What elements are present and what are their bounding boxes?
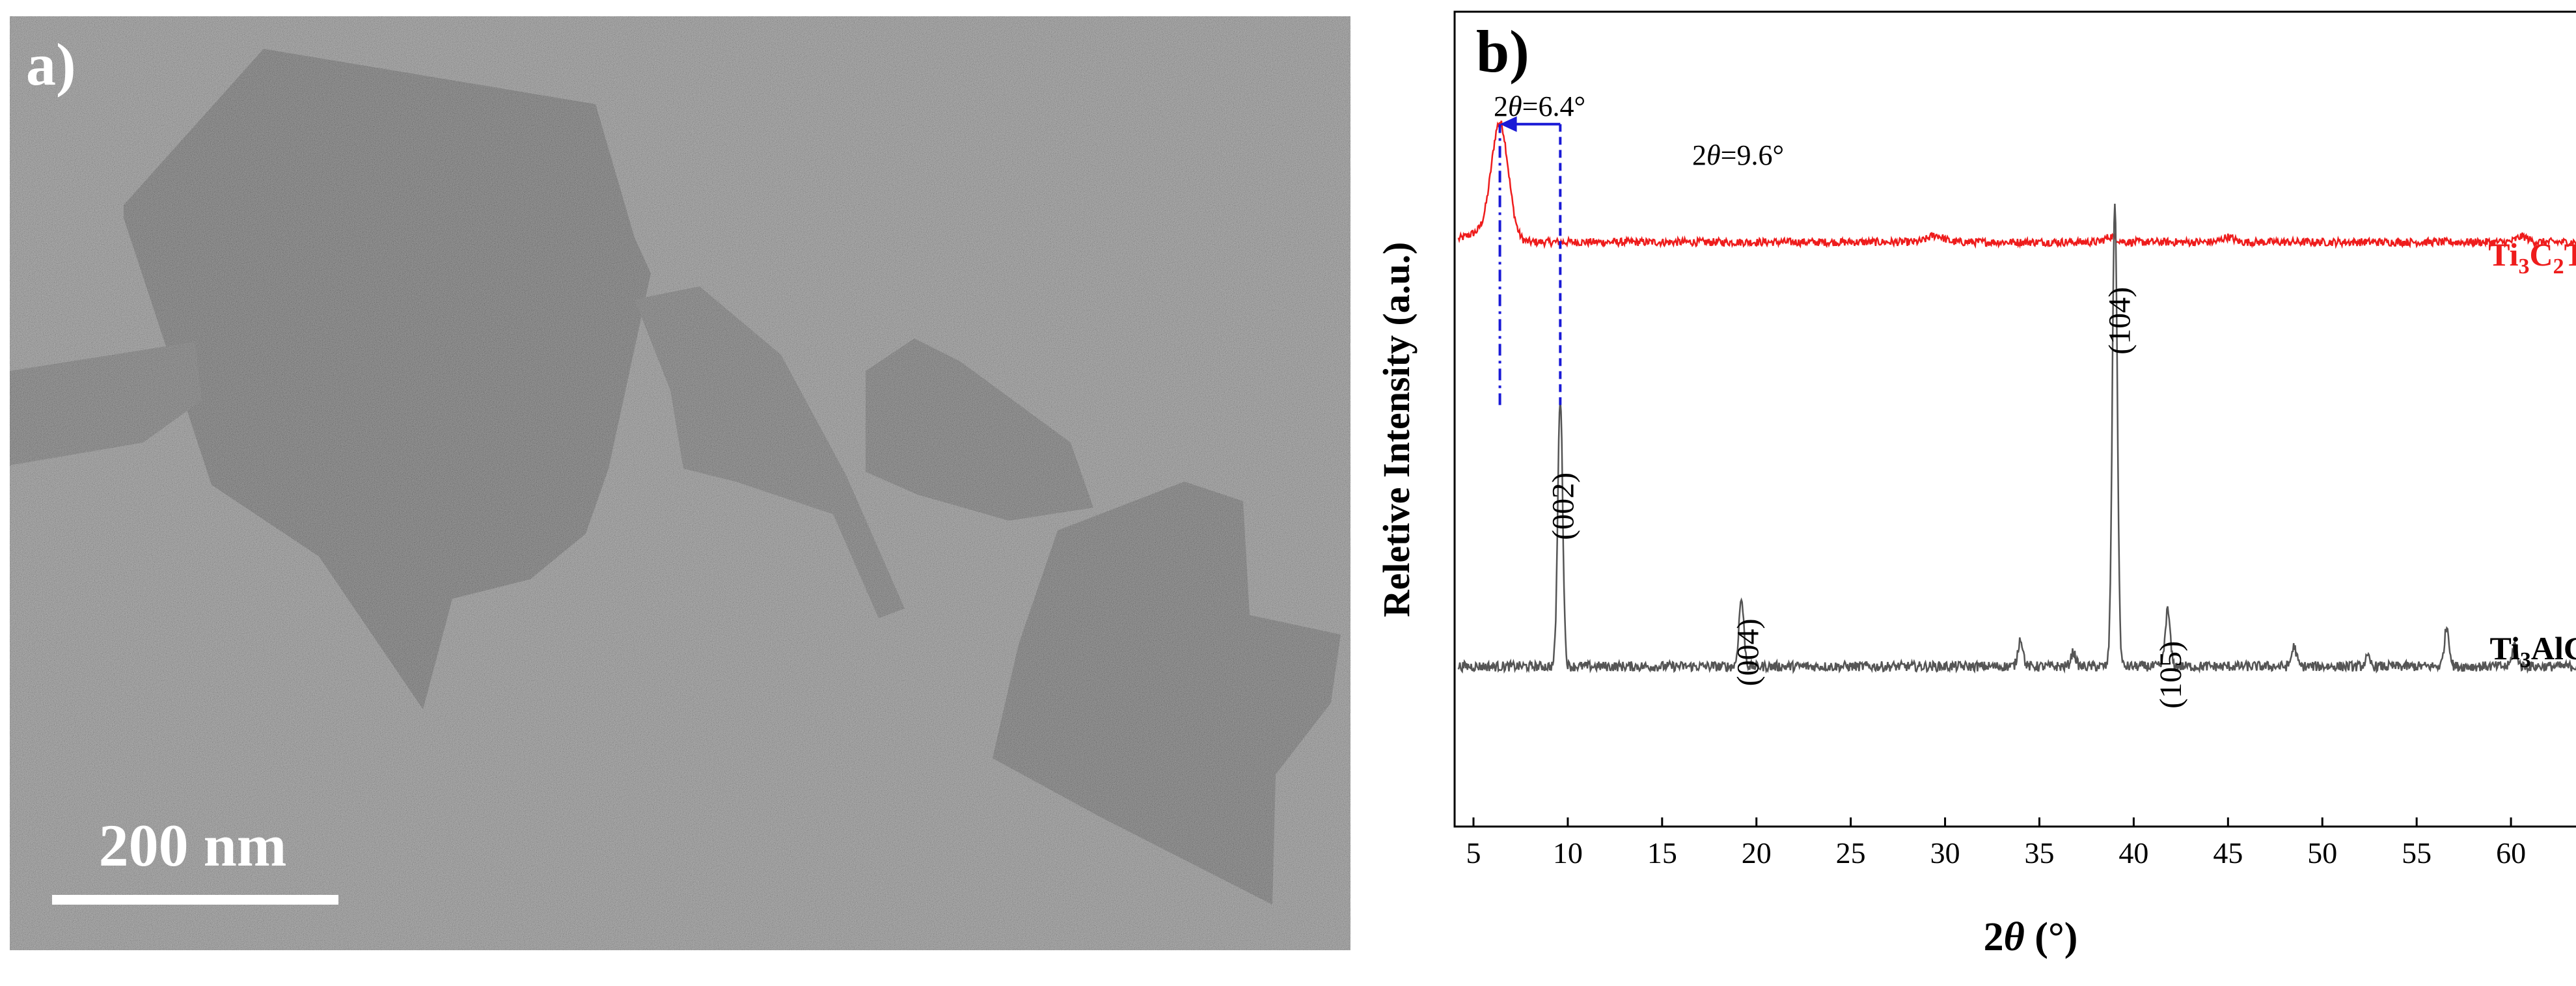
x-tick-label: 60: [2496, 836, 2526, 870]
legend-mxene-part: C: [2530, 236, 2553, 273]
peak-label: (004): [1731, 618, 1766, 686]
series-line-ti3alc2: [1457, 203, 2576, 674]
x-tick-label: 15: [1647, 836, 1677, 870]
shift-arrow-head: [1500, 116, 1517, 132]
legend-mxene-part: T: [2564, 236, 2576, 273]
annotation-high-value: =9.6°: [1721, 139, 1784, 171]
x-axis-label-prefix: 2: [1984, 915, 2004, 959]
xrd-chart: 5101520253035404550556065 (002)(004)(104…: [1375, 10, 2576, 959]
xrd-chart-panel: 5101520253035404550556065 (002)(004)(104…: [1354, 0, 2576, 983]
series-layer: [1457, 120, 2576, 674]
x-axis-label-unit: (°): [2025, 915, 2078, 959]
annotation-low-theta: θ: [1508, 90, 1522, 122]
x-tick-label: 45: [2213, 836, 2243, 870]
panel-b-label: b): [1476, 18, 1529, 85]
series-line-ti3c2tx: [1457, 120, 2576, 249]
x-axis-ticks: 5101520253035404550556065: [1466, 817, 2526, 870]
x-tick-label: 50: [2307, 836, 2337, 870]
reference-markers: [1498, 116, 1562, 405]
peak-labels: (002) (004) (104) (105): [1546, 287, 2188, 709]
x-axis-label: 2θ (°): [1984, 915, 2078, 959]
legend-max-part: Ti: [2490, 630, 2520, 666]
panel-a-label: a): [26, 31, 76, 98]
x-tick-label: 35: [2024, 836, 2054, 870]
peak-label: (002): [1546, 472, 1581, 540]
x-axis-label-theta: θ: [2004, 915, 2025, 959]
x-tick-label: 40: [2118, 836, 2148, 870]
scale-bar-label: 200 nm: [99, 812, 287, 879]
x-tick-label: 30: [1930, 836, 1960, 870]
legend-max-sub: 3: [2520, 648, 2531, 672]
x-tick-label: 20: [1742, 836, 1772, 870]
x-tick-label: 10: [1553, 836, 1583, 870]
x-tick-label: 5: [1466, 836, 1481, 870]
annotation-high-prefix: 2: [1692, 139, 1706, 171]
legend-label-ti3c2tx: Ti3C2Tx: [2488, 236, 2576, 279]
annotation-low-value: =6.4°: [1522, 90, 1585, 122]
legend-max-part: AlC: [2531, 630, 2576, 666]
grain-noise-overlay: [10, 16, 1350, 950]
annotation-low-angle: 2θ=6.4°: [1494, 90, 1585, 122]
legend-mxene-sub: 2: [2553, 254, 2564, 279]
tem-image-panel: a) 200 nm: [10, 16, 1350, 950]
peak-label: (104): [2103, 287, 2137, 355]
annotation-high-angle: 2θ=9.6°: [1692, 139, 1784, 171]
legend-mxene-part: Ti: [2488, 236, 2518, 273]
x-tick-label: 25: [1836, 836, 1866, 870]
annotation-low-prefix: 2: [1494, 90, 1508, 122]
tem-micrograph: a) 200 nm: [10, 16, 1350, 950]
annotation-high-theta: θ: [1706, 139, 1721, 171]
plot-frame: [1453, 10, 2576, 828]
peak-label: (105): [2154, 641, 2188, 709]
legend-label-ti3alc2: Ti3AlC2: [2490, 630, 2576, 672]
x-tick-label: 55: [2402, 836, 2432, 870]
legend-mxene-sub: 3: [2519, 254, 2530, 279]
scale-bar: [52, 895, 338, 905]
y-axis-label: Reletive Intensity (a.u.): [1375, 242, 1418, 618]
